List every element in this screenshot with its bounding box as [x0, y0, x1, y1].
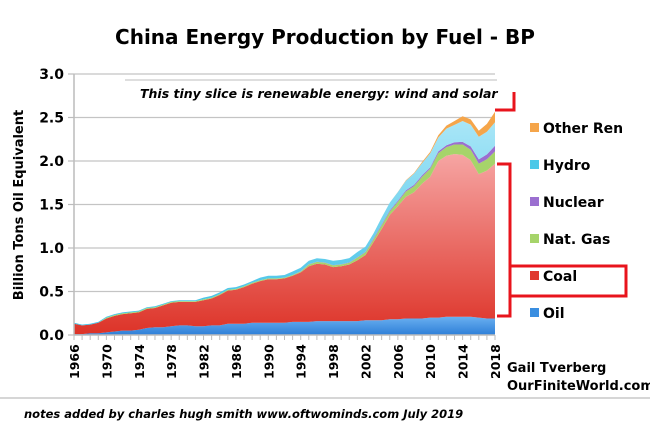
x-tick-label: 1994 [294, 344, 309, 379]
legend: Other Ren Hydro Nuclear Nat. Gas Coal Oil [530, 121, 623, 322]
x-tick-label: 2018 [488, 344, 503, 379]
y-tick-label: 0.5 [39, 285, 64, 301]
annotation-box [125, 80, 497, 106]
stacked-areas [74, 111, 495, 335]
legend-item: Hydro [530, 158, 591, 174]
legend-swatch [530, 308, 539, 317]
legend-swatch [530, 234, 539, 243]
y-tick-label: 3.0 [39, 67, 64, 83]
credit-website: OurFiniteWorld.com [507, 379, 650, 394]
area-coal [74, 154, 495, 335]
area-oil [74, 316, 495, 335]
x-axis-minor-ticks [73, 335, 496, 340]
legend-item: Oil [530, 306, 565, 322]
coal-bracket [497, 162, 512, 318]
legend-label: Oil [543, 306, 565, 322]
legend-item: Nat. Gas [530, 232, 610, 248]
y-tick-label: 0.0 [39, 328, 64, 344]
legend-swatch [530, 197, 539, 206]
x-tick-label: 2006 [391, 344, 406, 379]
legend-swatch [530, 271, 539, 280]
x-tick-label: 1986 [229, 344, 244, 379]
x-tick-label: 1974 [132, 344, 147, 379]
legend-label: Nat. Gas [543, 232, 610, 248]
area-hydro [74, 121, 495, 326]
legend-label: Coal [543, 269, 577, 285]
y-tick-label: 1.0 [39, 241, 64, 257]
x-tick-label: 1998 [326, 344, 341, 379]
footer-notes: notes added by charles hugh smith www.of… [24, 407, 463, 421]
x-tick-label: 1966 [67, 344, 82, 379]
legend-label: Other Ren [543, 121, 623, 137]
y-axis-ticks: 0.0 0.5 1.0 1.5 2.0 2.5 3.0 [39, 67, 74, 344]
y-tick-label: 2.5 [39, 111, 64, 127]
coal-legend-highlight [508, 264, 628, 298]
x-tick-label: 1982 [197, 344, 212, 379]
chart-title: China Energy Production by Fuel - BP [115, 25, 535, 49]
legend-swatch [530, 123, 539, 132]
y-tick-label: 1.5 [39, 198, 64, 214]
renewable-bracket [495, 92, 516, 112]
y-axis-label: Billion Tons Oil Equivalent [12, 110, 27, 300]
x-tick-label: 1970 [99, 344, 114, 379]
legend-swatch [530, 160, 539, 169]
legend-item: Other Ren [530, 121, 623, 137]
legend-item: Nuclear [530, 195, 604, 211]
x-tick-label: 2014 [456, 344, 471, 379]
x-tick-label: 2010 [423, 344, 438, 379]
legend-item: Coal [530, 269, 577, 285]
x-axis-tick-labels: 1966 1970 1974 1978 1982 1986 1990 1994 1998 2002… [67, 344, 503, 379]
renewable-annotation: This tiny slice is renewable energy: win… [140, 86, 498, 101]
legend-label: Nuclear [543, 195, 604, 211]
credit-author: Gail Tverberg [507, 361, 606, 376]
x-tick-label: 1978 [164, 344, 179, 379]
x-tick-label: 2002 [358, 344, 373, 379]
x-tick-label: 1990 [261, 344, 276, 379]
legend-label: Hydro [543, 158, 591, 174]
y-tick-label: 2.0 [39, 154, 64, 170]
